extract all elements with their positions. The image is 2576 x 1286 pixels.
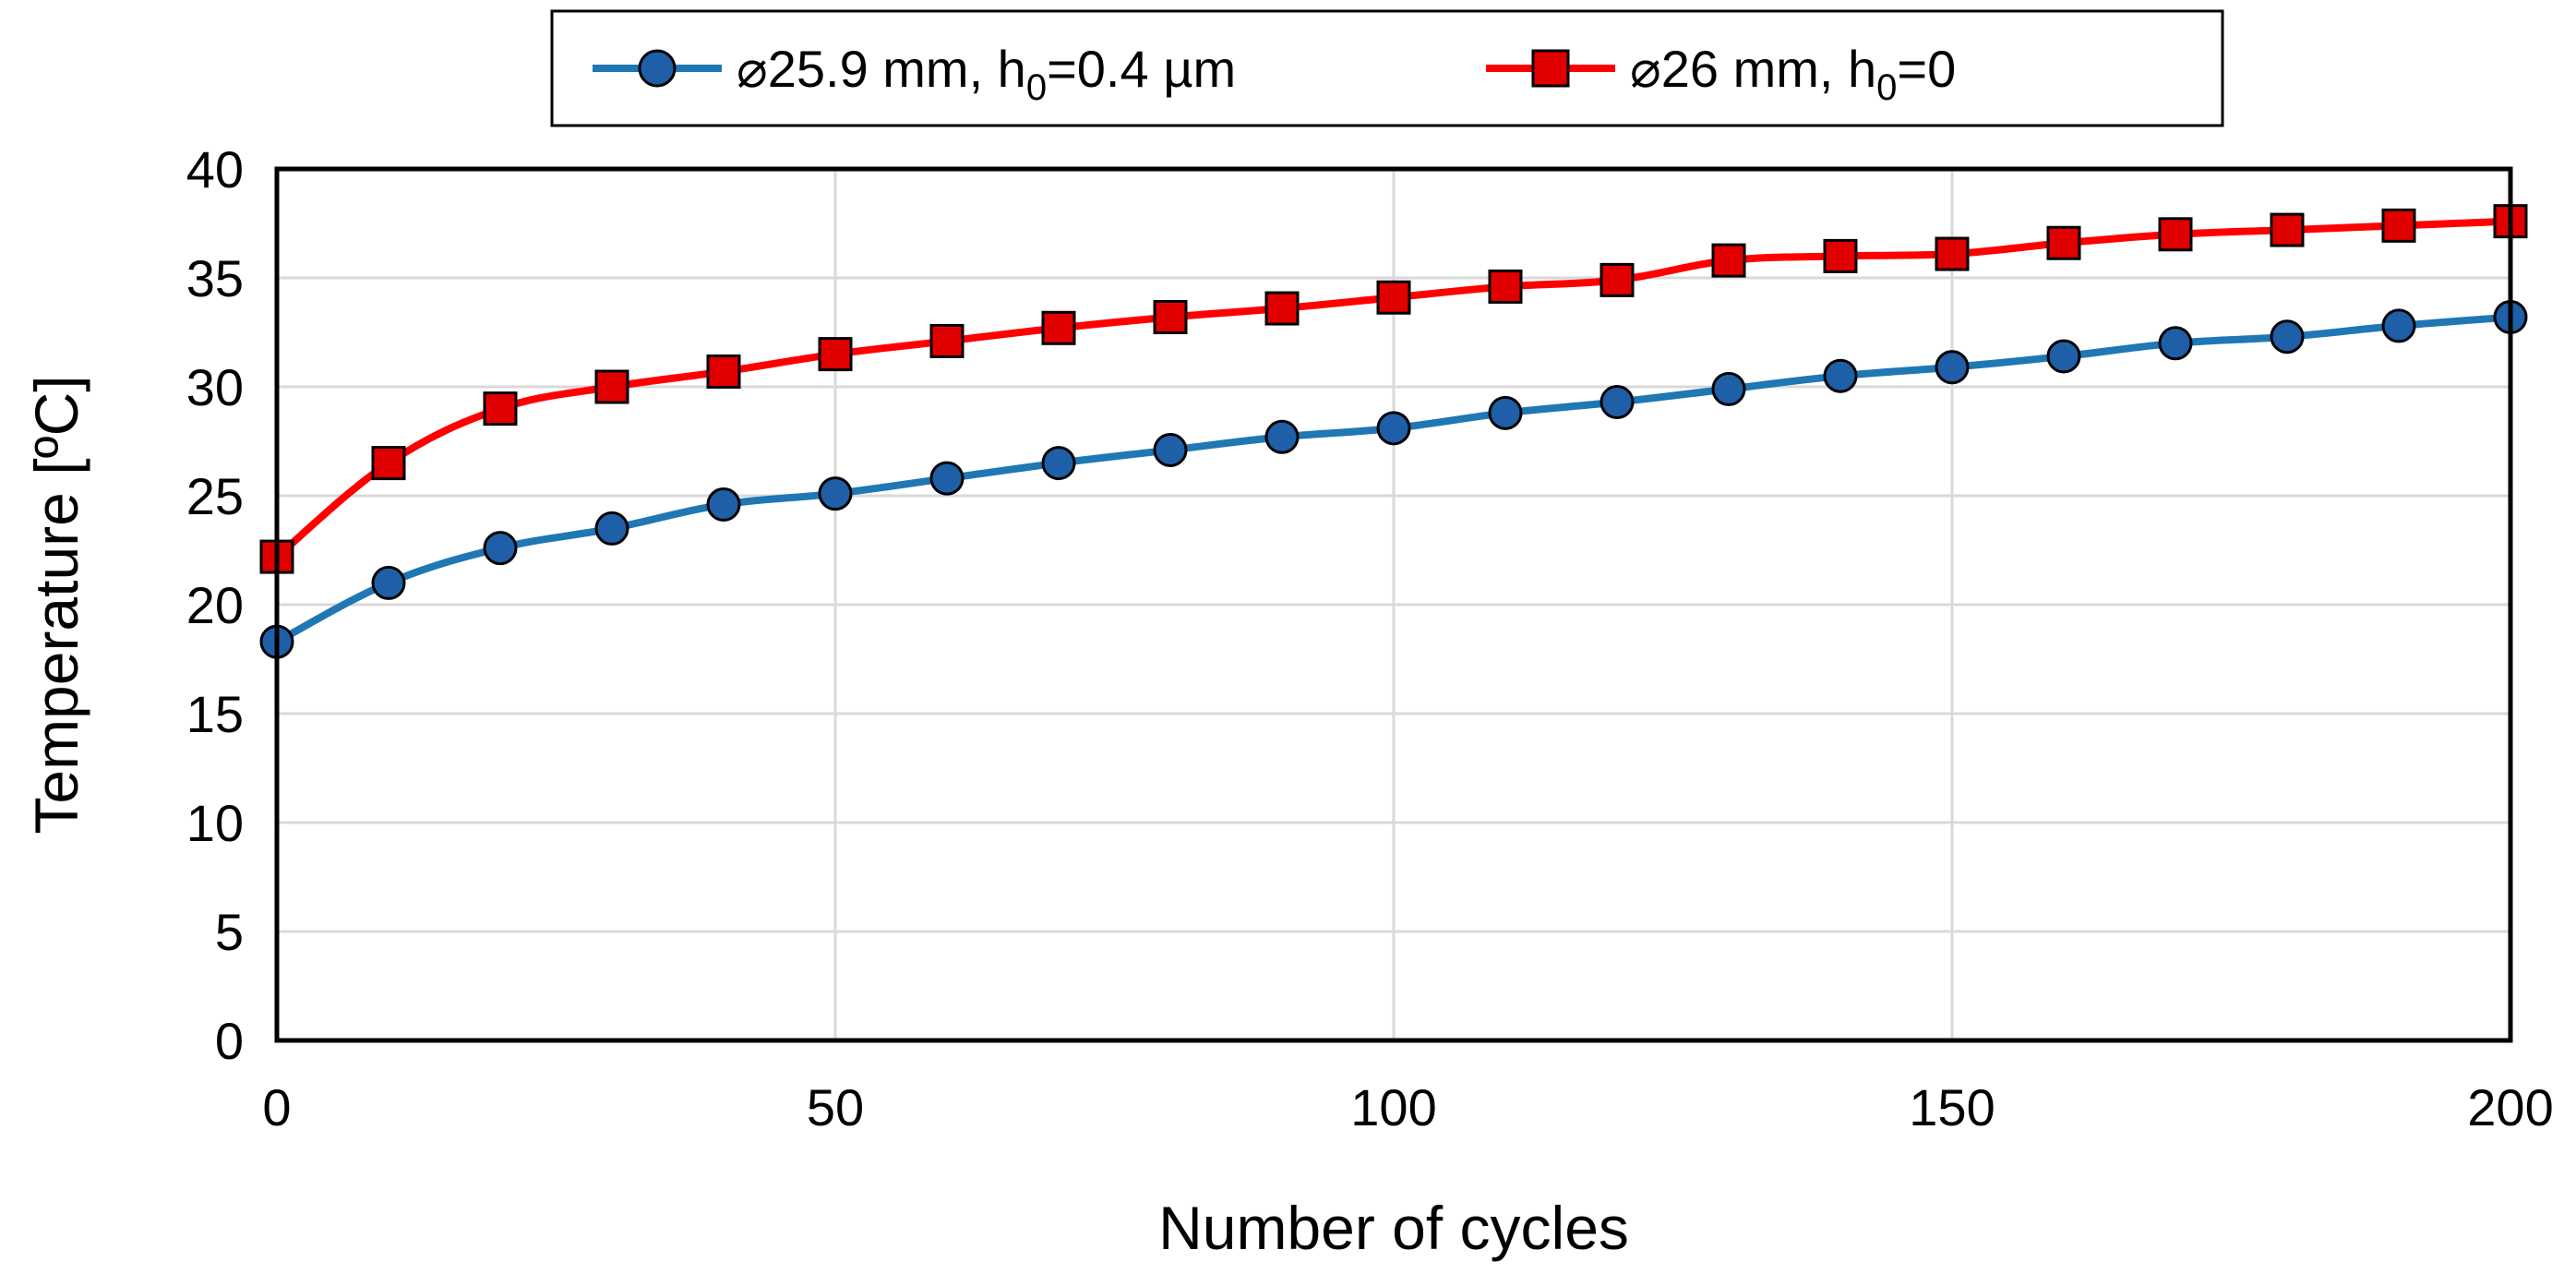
data-point-circle — [371, 565, 406, 600]
data-point-square — [2158, 217, 2193, 252]
data-point-square — [929, 323, 965, 358]
y-tick-label: 15 — [186, 685, 244, 743]
y-axis-title: Temperature [ºC] — [22, 375, 90, 834]
data-point-circle — [1488, 395, 1523, 430]
data-point-square — [1600, 262, 1635, 297]
series-1 — [259, 299, 2528, 659]
data-point-circle — [594, 511, 629, 546]
data-point-square — [371, 446, 406, 481]
x-axis-title: Number of cycles — [1158, 1194, 1629, 1262]
data-point-square — [1376, 280, 1411, 315]
data-point-square — [2381, 208, 2416, 243]
x-tick-label: 50 — [807, 1078, 864, 1136]
legend-entry-2: ⌀26 mm, h0=0 — [1486, 40, 1956, 108]
x-tick-label: 200 — [2467, 1078, 2553, 1136]
data-point-square — [1153, 299, 1188, 334]
x-tick-label: 100 — [1350, 1078, 1436, 1136]
data-point-square — [483, 391, 518, 427]
data-point-circle — [2158, 326, 2193, 361]
data-point-square — [818, 337, 853, 372]
legend-entry-1: ⌀25.9 mm, h0=0.4 µm — [593, 40, 1236, 108]
x-axis-ticks: 0 50 100 150 200 — [262, 1078, 2553, 1136]
data-point-square — [2046, 225, 2081, 260]
data-point-circle — [929, 461, 965, 496]
legend-label: ⌀25.9 mm, h0=0.4 µm — [737, 40, 1236, 108]
y-tick-label: 0 — [215, 1012, 244, 1070]
legend-marker — [638, 49, 677, 88]
data-point-circle — [1153, 432, 1188, 467]
y-tick-label: 5 — [215, 903, 244, 961]
data-point-circle — [1264, 419, 1300, 454]
data-point-square — [2270, 212, 2305, 247]
data-point-circle — [1935, 350, 1970, 385]
x-tick-label: 150 — [1909, 1078, 1995, 1136]
data-point-square — [1711, 243, 1746, 278]
y-tick-label: 10 — [186, 794, 244, 852]
data-point-square — [706, 354, 741, 389]
plot-area-frame — [274, 166, 2513, 1043]
x-tick-label: 0 — [262, 1078, 291, 1136]
data-point-square — [1488, 269, 1523, 304]
data-point-circle — [2046, 339, 2081, 374]
data-point-circle — [1376, 411, 1411, 446]
data-point-circle — [1711, 371, 1746, 406]
legend-box — [550, 9, 2224, 127]
data-point-circle — [818, 476, 853, 511]
legend-marker — [1531, 49, 1570, 88]
data-point-square — [1041, 310, 1076, 345]
y-tick-label: 40 — [186, 140, 244, 198]
data-point-square — [1935, 236, 1970, 271]
data-point-square — [1823, 238, 1858, 273]
data-point-square — [1264, 291, 1300, 326]
data-point-square — [594, 369, 629, 404]
y-tick-label: 35 — [186, 249, 244, 307]
y-tick-label: 20 — [186, 576, 244, 634]
legend-label: ⌀26 mm, h0=0 — [1630, 40, 1956, 108]
data-point-circle — [1823, 358, 1858, 393]
data-point-circle — [2270, 319, 2305, 355]
data-point-circle — [1041, 446, 1076, 481]
data-point-circle — [2381, 308, 2416, 343]
data-point-circle — [483, 531, 518, 566]
data-point-circle — [1600, 385, 1635, 420]
y-tick-label: 25 — [186, 467, 244, 525]
y-axis-ticks: 0 5 10 15 20 25 30 35 40 — [186, 140, 244, 1070]
series-layer — [259, 204, 2528, 659]
legend: ⌀25.9 mm, h0=0.4 µm ⌀26 mm, h0=0 — [550, 9, 2224, 127]
series-2 — [259, 204, 2528, 574]
y-tick-label: 30 — [186, 358, 244, 416]
data-point-circle — [706, 487, 741, 522]
